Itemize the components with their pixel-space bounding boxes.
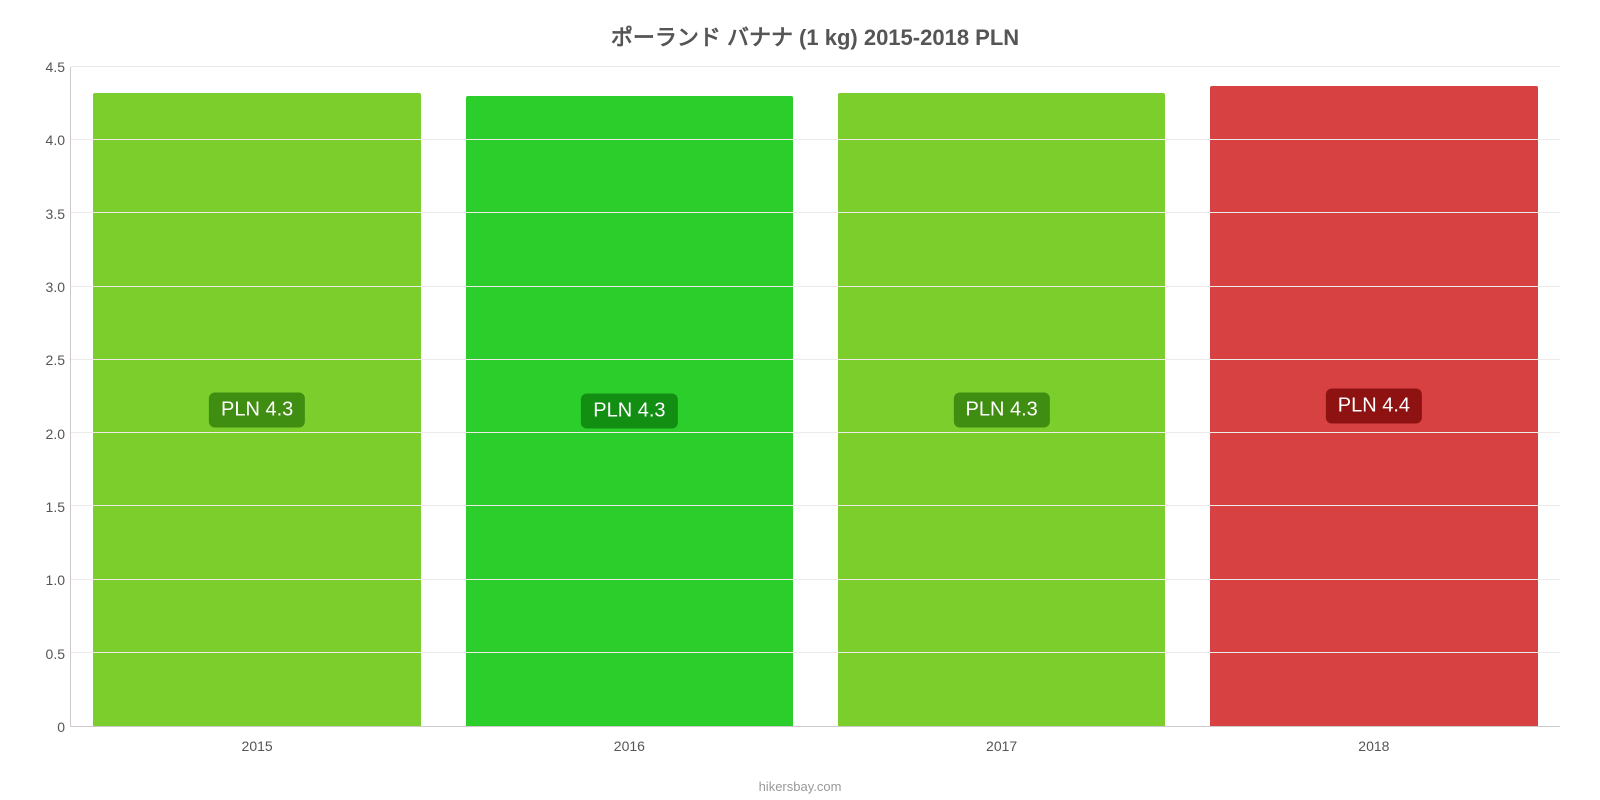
gridline (71, 652, 1560, 653)
chart-title: ポーランド バナナ (1 kg) 2015-2018 PLN (70, 20, 1560, 52)
y-tick-label: 0.5 (25, 646, 65, 662)
gridline (71, 139, 1560, 140)
plot-area: 00.51.01.52.02.53.03.54.04.5 PLN 4.3PLN … (70, 67, 1560, 727)
bars-row: PLN 4.3 PLN 4.3 PLN 4.3 PLN 4.4 (71, 67, 1560, 726)
bar: PLN 4.4 (1210, 86, 1538, 726)
gridline (71, 286, 1560, 287)
value-badge: PLN 4.3 (953, 392, 1049, 427)
value-badge: PLN 4.3 (581, 394, 677, 429)
bar: PLN 4.3 (93, 93, 421, 726)
y-tick-label: 2.0 (25, 426, 65, 442)
x-tick-label: 2015 (71, 738, 443, 754)
bar-slot: PLN 4.3 (816, 67, 1188, 726)
gridline (71, 212, 1560, 213)
y-tick-label: 4.5 (25, 59, 65, 75)
y-tick-label: 0 (25, 719, 65, 735)
y-tick-label: 3.0 (25, 279, 65, 295)
y-axis: 00.51.01.52.02.53.03.54.04.5 (25, 67, 65, 727)
attribution-text: hikersbay.com (0, 779, 1600, 794)
y-tick-label: 3.5 (25, 206, 65, 222)
y-tick-label: 1.5 (25, 499, 65, 515)
plot: PLN 4.3PLN 4.3PLN 4.3PLN 4.4 20152016201… (70, 67, 1560, 727)
bar-slot: PLN 4.3 (443, 67, 815, 726)
gridline (71, 432, 1560, 433)
bar: PLN 4.3 (466, 96, 794, 726)
x-tick-label: 2016 (443, 738, 815, 754)
gridline (71, 66, 1560, 67)
chart-container: ポーランド バナナ (1 kg) 2015-2018 PLN 00.51.01.… (0, 0, 1600, 800)
gridline (71, 579, 1560, 580)
y-tick-label: 4.0 (25, 132, 65, 148)
value-badge: PLN 4.4 (1326, 389, 1422, 424)
gridline (71, 505, 1560, 506)
bar-slot: PLN 4.4 (1188, 67, 1560, 726)
x-tick-label: 2018 (1188, 738, 1560, 754)
value-badge: PLN 4.3 (209, 392, 305, 427)
x-tick-label: 2017 (816, 738, 1188, 754)
y-tick-label: 2.5 (25, 352, 65, 368)
y-tick-label: 1.0 (25, 572, 65, 588)
x-axis-labels: 2015201620172018 (71, 738, 1560, 754)
bar: PLN 4.3 (838, 93, 1166, 726)
gridline (71, 359, 1560, 360)
bar-slot: PLN 4.3 (71, 67, 443, 726)
